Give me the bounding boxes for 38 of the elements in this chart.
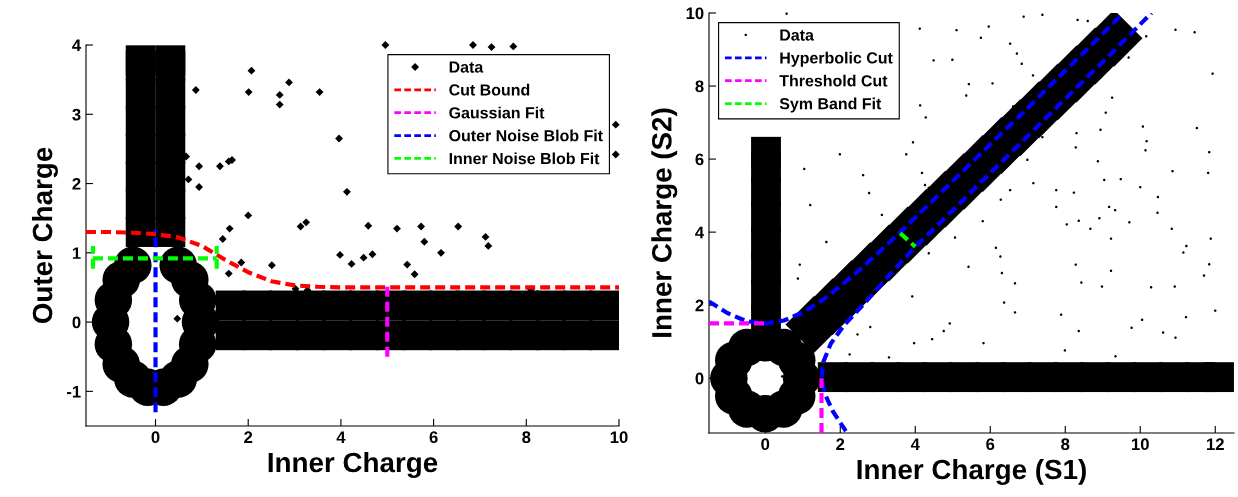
x-tick-label: 8 <box>1061 438 1070 451</box>
x-tick-label: 2 <box>244 431 253 443</box>
x-tick-label: 4 <box>910 438 920 450</box>
legend-label: Data <box>780 29 814 41</box>
x-tick-label: 6 <box>986 438 995 451</box>
y-tick-label: 10 <box>686 7 704 20</box>
x-tick-label: 2 <box>836 438 845 450</box>
legend-label: Cut Bound <box>449 83 530 96</box>
x-tick-label: 0 <box>151 431 160 444</box>
x-tick-label: 0 <box>761 438 770 451</box>
legend-label: Threshold Cut <box>779 74 888 87</box>
legend-label: Gaussian Fit <box>449 106 545 119</box>
y-tick-label: 0 <box>695 372 704 385</box>
x-tick-label: 10 <box>610 431 628 444</box>
legend-label: Hyperbolic Cut <box>780 51 893 67</box>
y-tick-label: 4 <box>72 39 82 52</box>
y-tick-label: 2 <box>695 299 704 312</box>
y-tick-label: 4 <box>695 226 705 239</box>
y-tick-label: 2 <box>72 177 81 190</box>
y-axis-title: Outer Charge <box>31 147 58 324</box>
y-tick-label: 8 <box>695 80 704 93</box>
legend-label: Inner Noise Blob Fit <box>449 152 600 165</box>
y-tick-label: 0 <box>72 316 81 329</box>
x-axis-title: Inner Charge <box>268 451 438 478</box>
x-axis-title: Inner Charge (S1) <box>857 458 1086 485</box>
x-tick-label: 4 <box>336 431 346 443</box>
y-tick-label: 6 <box>695 153 704 166</box>
legend-label: Data <box>449 61 484 73</box>
x-tick-label: 12 <box>1207 438 1224 450</box>
y-tick-label: 1 <box>72 247 81 259</box>
legend-label: Sym Band Fit <box>779 97 882 113</box>
legend-label: Outer Noise Blob Fit <box>449 129 603 142</box>
y-tick-label: -1 <box>66 385 81 398</box>
y-axis-title: Inner Charge (S2) <box>651 108 678 337</box>
x-tick-label: 6 <box>429 431 438 444</box>
x-tick-label: 8 <box>522 431 531 444</box>
x-tick-label: 10 <box>1132 438 1149 451</box>
y-tick-label: 3 <box>72 108 81 121</box>
